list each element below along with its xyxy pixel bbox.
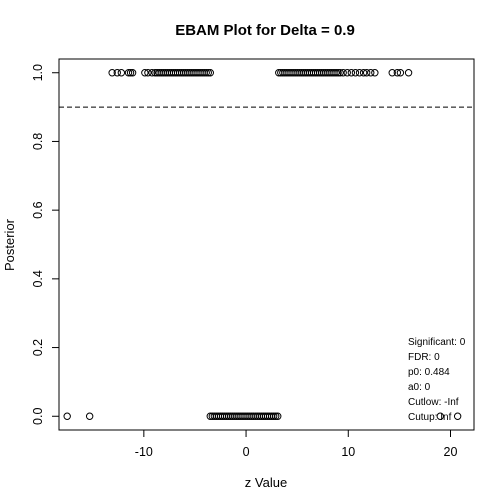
data-point: [332, 69, 340, 77]
y-tick-label: 1.0: [31, 64, 45, 81]
y-axis: 0.0 0.2 0.4 0.6 0.8 1.0: [31, 64, 59, 425]
data-point: [206, 69, 214, 77]
data-point: [117, 69, 126, 77]
data-point: [453, 412, 462, 420]
y-tick-label: 0.4: [31, 270, 45, 287]
x-tick-label: -10: [135, 445, 153, 459]
legend-line: FDR: 0: [408, 352, 440, 363]
data-point: [347, 69, 356, 77]
data-point: [362, 69, 371, 77]
data-point: [144, 69, 152, 77]
data-point: [396, 69, 405, 77]
data-point: [269, 412, 278, 420]
data-point: [274, 412, 282, 420]
data-point: [336, 69, 344, 77]
legend-line: p0: 0.484: [408, 367, 450, 378]
x-tick-label: 0: [243, 445, 250, 459]
y-tick-label: 0.6: [31, 201, 45, 218]
data-point: [124, 69, 133, 77]
data-point: [141, 69, 149, 77]
data-point: [436, 412, 444, 420]
data-point: [351, 69, 360, 77]
x-axis: -10 0 10 20: [135, 430, 458, 459]
legend-line: Cutup: Inf: [408, 412, 452, 423]
legend-line: a0: 0: [408, 382, 431, 393]
data-point: [388, 69, 396, 77]
data-point: [113, 69, 121, 77]
data-point: [334, 69, 342, 77]
data-point: [108, 69, 116, 77]
summary-legend: Significant: 0 FDR: 0 p0: 0.484 a0: 0 Cutlow…: [408, 337, 466, 423]
data-point: [148, 69, 156, 77]
y-tick-label: 0.2: [31, 339, 45, 356]
data-point: [371, 69, 379, 77]
data-point: [126, 69, 135, 77]
y-axis-label: Posterior: [2, 218, 17, 271]
data-point: [404, 69, 413, 77]
x-axis-label: z Value: [245, 475, 287, 490]
data-point: [202, 69, 210, 77]
data-point: [204, 69, 212, 77]
plot-frame: [58, 58, 475, 431]
data-points: [63, 69, 462, 420]
data-point: [339, 69, 347, 77]
legend-line: Significant: 0: [408, 337, 466, 348]
legend-line: Cutlow: -Inf: [408, 397, 459, 408]
data-point: [359, 69, 368, 77]
data-point: [355, 69, 364, 77]
data-point: [128, 69, 137, 77]
chart-title: EBAM Plot for Delta = 0.9: [175, 22, 355, 39]
data-point: [63, 412, 71, 420]
data-point: [271, 412, 280, 420]
y-tick-label: 0.8: [31, 133, 45, 150]
data-point: [343, 69, 351, 77]
data-point: [393, 69, 402, 77]
x-tick-label: 20: [444, 445, 458, 459]
data-point: [85, 412, 94, 420]
y-tick-label: 0.0: [31, 408, 45, 425]
x-tick-label: 10: [341, 445, 355, 459]
data-point: [367, 69, 375, 77]
